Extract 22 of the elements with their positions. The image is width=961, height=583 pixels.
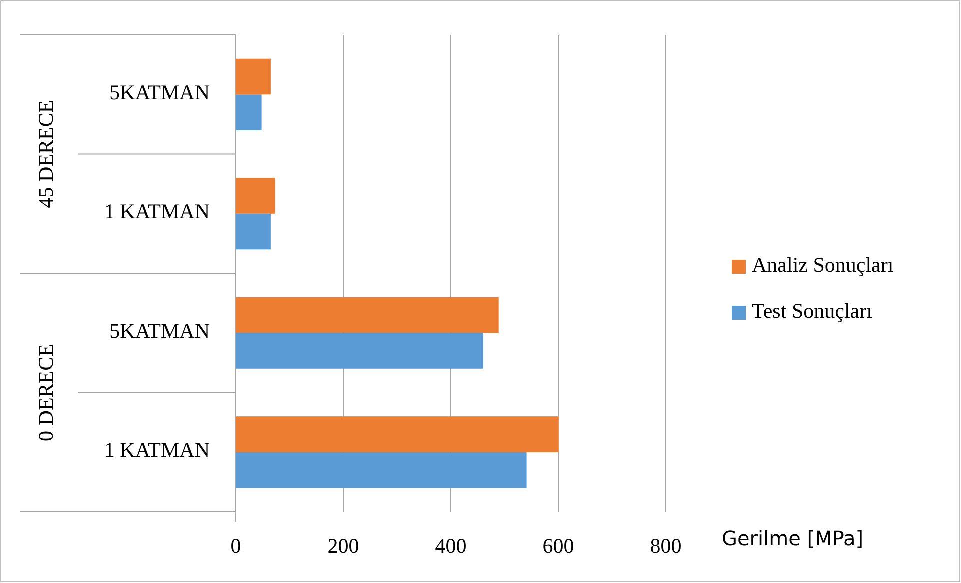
bar [236, 178, 276, 214]
legend-label: Analiz Sonuçları [752, 252, 894, 277]
y-tick-label: 5KATMAN [110, 318, 210, 343]
y-tick-label: 5KATMAN [110, 80, 210, 104]
text: 0 DERECE [34, 344, 58, 442]
y-tick-label: 1 KATMAN [104, 200, 210, 224]
x-tick-label: 800 [650, 534, 682, 558]
legend-label: Test Sonuçları [752, 298, 873, 323]
x-tick-label: 0 [230, 534, 242, 558]
bar [236, 416, 558, 452]
text: 45 DERECE [34, 100, 58, 208]
bar [236, 94, 262, 130]
y-tick-label: 1 KATMAN [104, 438, 210, 462]
x-axis-title: Gerilme [MPa] [722, 526, 864, 550]
bar [236, 58, 271, 95]
x-tick-label: 200 [328, 534, 360, 558]
bar [236, 297, 499, 334]
bar [236, 214, 271, 250]
bar [236, 452, 527, 488]
x-tick-label: 400 [435, 534, 467, 558]
x-tick-label: 600 [542, 534, 574, 558]
bar [236, 333, 484, 369]
